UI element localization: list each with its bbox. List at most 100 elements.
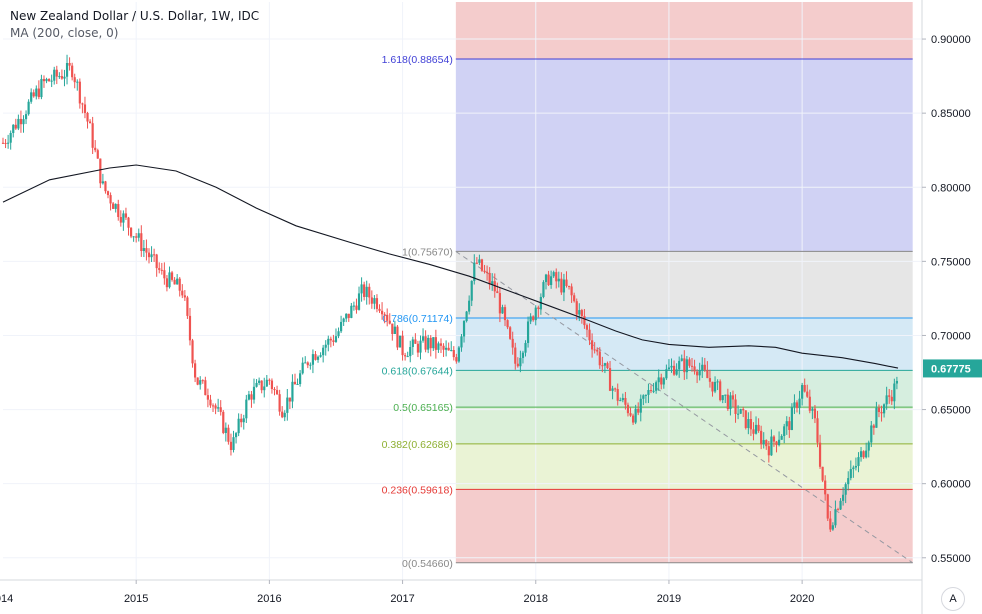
candle-body (301, 362, 304, 374)
candle-body (583, 316, 586, 326)
candle-body (862, 451, 865, 458)
candle-body (163, 270, 166, 279)
candle-body (847, 478, 850, 485)
candle-body (304, 362, 307, 364)
candle-body (785, 421, 788, 427)
candle-body (652, 390, 655, 392)
candle-body (96, 150, 99, 159)
candle-body (708, 378, 712, 382)
candle-body (790, 407, 793, 430)
candle-body (293, 381, 297, 385)
candle-body (821, 466, 824, 481)
candle-body (626, 404, 630, 414)
candle-body (416, 343, 420, 353)
y-tick-label: 0.90000 (931, 34, 971, 46)
candle-body (229, 441, 233, 450)
candle-body (124, 213, 128, 218)
candle-body (696, 371, 699, 376)
candle-body (516, 363, 519, 367)
x-tick-label: 2019 (657, 593, 681, 605)
candle-body (872, 425, 875, 428)
candle-body (716, 381, 719, 383)
candle-body (670, 365, 673, 368)
fib-level-label: 1.618(0.88654) (382, 54, 453, 66)
candle-body (183, 295, 186, 298)
candle-body (199, 380, 202, 385)
candle-body (30, 92, 33, 102)
candle-body (45, 78, 48, 82)
candle-body (565, 279, 568, 286)
candle-body (314, 354, 317, 360)
candle-body (747, 419, 750, 428)
candle-body (281, 411, 284, 418)
candle-body (875, 407, 878, 428)
candle-body (196, 377, 199, 385)
candle-body (509, 327, 512, 339)
candle-body (829, 518, 832, 530)
candle-body (882, 404, 886, 414)
candle-body (388, 320, 391, 324)
candle-body (445, 347, 448, 350)
candle-body (567, 285, 571, 287)
candle-body (350, 305, 353, 318)
candle-body (24, 114, 28, 120)
candle-body (483, 270, 486, 272)
candle-body (296, 384, 299, 386)
candle-body (258, 380, 261, 383)
y-tick-label: 0.80000 (931, 182, 971, 194)
candle-body (398, 335, 402, 348)
candle-body (849, 469, 852, 479)
fib-zone (455, 489, 913, 563)
candle-body (688, 359, 691, 366)
candle-body (391, 323, 394, 334)
x-tick-label: 2014 (0, 593, 13, 605)
candle-body (99, 158, 102, 184)
candle-body (322, 347, 325, 356)
candle-body (580, 310, 583, 317)
candle-body (457, 347, 461, 362)
candle-body (501, 307, 504, 314)
candle-body (844, 484, 847, 495)
candle-body (772, 436, 776, 442)
candle-body (867, 442, 870, 451)
candle-body (273, 389, 276, 391)
candle-body (173, 279, 176, 285)
fib-zone (455, 2, 913, 59)
candle-body (155, 254, 158, 269)
candle-body (245, 399, 248, 419)
candle-body (14, 124, 17, 129)
candle-body (818, 442, 822, 467)
candle-body (488, 272, 491, 285)
candle-body (206, 395, 210, 400)
candle-body (521, 352, 525, 358)
candle-body (749, 419, 753, 430)
fib-zone (455, 58, 913, 252)
candle-body (71, 65, 74, 78)
symbol-title: New Zealand Dollar / U.S. Dollar, 1W, ID… (10, 9, 260, 23)
candle-body (35, 88, 38, 97)
candle-body (222, 411, 225, 433)
indicator-legend-ma[interactable]: MA (200, close, 0) (10, 26, 119, 40)
candle-body (242, 418, 245, 423)
candle-body (765, 440, 768, 447)
candle-body (219, 407, 222, 412)
candle-body (731, 395, 735, 400)
candle-body (4, 142, 7, 144)
candle-body (647, 390, 650, 395)
candle-body (808, 396, 811, 411)
fibonacci-zones (455, 2, 913, 563)
candle-body (826, 494, 829, 519)
candle-body (352, 305, 356, 307)
candle-body (519, 357, 522, 367)
auto-scale-button[interactable]: A (941, 587, 965, 611)
candle-body (237, 418, 240, 434)
candle-body (232, 437, 235, 450)
candle-body (53, 69, 56, 81)
candle-body (368, 286, 371, 298)
candle-body (437, 343, 440, 350)
candle-body (286, 397, 289, 413)
x-tick-label: 2017 (390, 593, 414, 605)
candle-body (50, 80, 53, 82)
